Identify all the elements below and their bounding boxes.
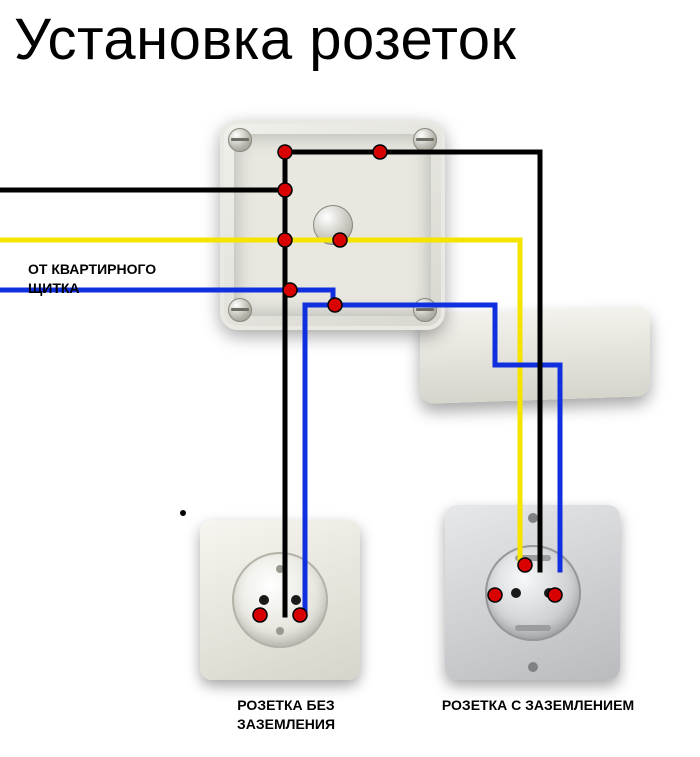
socket-no-ground	[200, 520, 360, 680]
label-line: заземления	[237, 716, 335, 732]
label-line: Розетка с заземлением	[442, 697, 634, 713]
label-socket-no-ground: Розетка без заземления	[206, 696, 366, 734]
label-from-panel: От квартирного Щитка	[28, 260, 156, 298]
corner-screw-icon	[228, 298, 252, 322]
socket-face	[485, 545, 581, 641]
label-line: От квартирного	[28, 261, 156, 277]
page-title: Установка розеток	[14, 6, 516, 73]
pin-hole-icon	[544, 588, 554, 598]
corner-screw-icon	[228, 128, 252, 152]
junction-box-lid	[420, 306, 650, 404]
ground-clip-icon	[515, 555, 551, 561]
socket-with-ground	[445, 505, 620, 680]
pin-hole-icon	[259, 595, 269, 605]
label-line: Розетка без	[237, 697, 334, 713]
corner-screw-icon	[413, 298, 437, 322]
junction-box	[220, 120, 445, 330]
stray-dot-icon	[180, 510, 186, 516]
ground-clip-icon	[515, 625, 551, 631]
plate-screw-icon	[528, 662, 538, 672]
face-screw-icon	[276, 627, 284, 635]
corner-screw-icon	[413, 128, 437, 152]
plate-screw-icon	[528, 513, 538, 523]
label-socket-with-ground: Розетка с заземлением	[428, 696, 648, 715]
pin-hole-icon	[291, 595, 301, 605]
center-screw-icon	[313, 205, 353, 245]
label-line: Щитка	[28, 280, 80, 296]
pin-hole-icon	[511, 588, 521, 598]
face-screw-icon	[276, 565, 284, 573]
socket-face	[232, 552, 328, 648]
